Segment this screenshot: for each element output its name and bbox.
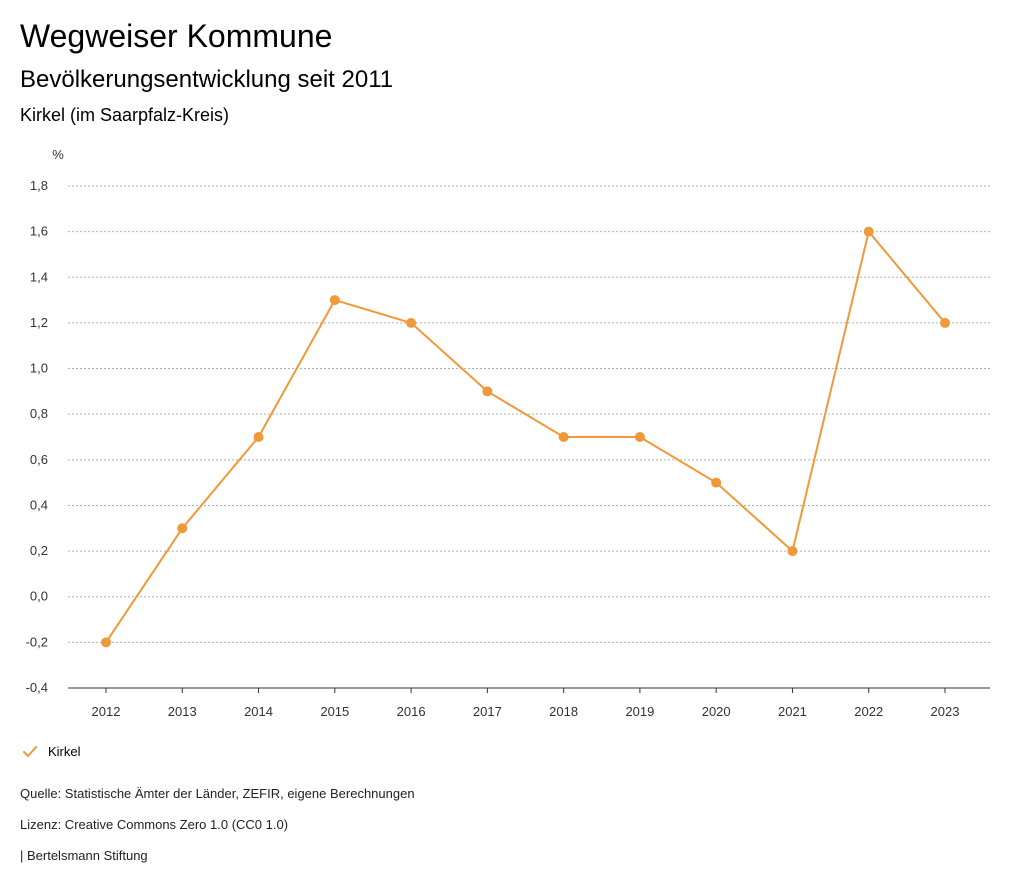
x-tick-label: 2022	[854, 704, 883, 719]
x-tick-label: 2013	[168, 704, 197, 719]
y-tick-label: -0,4	[26, 680, 48, 695]
line-chart: % -0,4 -0,2 0,0 0,2 0,4 0,6 0,8 1,0 1,2 1,4 1,6 1,8 2…	[26, 147, 990, 719]
y-tick-label: 0,2	[30, 543, 48, 558]
x-tick-label: 2021	[778, 704, 807, 719]
data-point	[482, 386, 493, 397]
y-axis-unit: %	[52, 147, 64, 162]
publisher-note: | Bertelsmann Stiftung	[20, 848, 148, 863]
x-tick-label: 2014	[244, 704, 273, 719]
legend-label: Kirkel	[48, 744, 81, 759]
data-point	[787, 546, 798, 557]
data-point	[863, 226, 874, 237]
chart-subtitle: Bevölkerungsentwicklung seit 2011	[20, 66, 394, 93]
x-tick-label: 2015	[320, 704, 349, 719]
data-point	[406, 317, 417, 328]
y-tick-label: 0,4	[30, 497, 48, 512]
y-tick-label: 1,8	[30, 178, 48, 193]
y-tick-label: -0,2	[26, 634, 48, 649]
y-tick-label: 0,6	[30, 452, 48, 467]
y-tick-label: 1,4	[30, 269, 48, 284]
legend[interactable]: Kirkel	[22, 744, 81, 759]
y-tick-label: 1,6	[30, 224, 48, 239]
data-point	[329, 295, 340, 306]
data-point	[253, 432, 264, 442]
x-tick-label: 2016	[397, 704, 426, 719]
source-note: Quelle: Statistische Ämter der Länder, Z…	[20, 786, 415, 801]
license-note: Lizenz: Creative Commons Zero 1.0 (CC0 1…	[20, 817, 289, 832]
region-label: Kirkel (im Saarpfalz-Kreis)	[20, 105, 230, 125]
page-title: Wegweiser Kommune	[20, 18, 333, 54]
data-point	[711, 477, 722, 488]
y-tick-label: 0,8	[30, 406, 48, 421]
y-tick-label: 1,2	[30, 315, 48, 330]
data-point	[101, 637, 111, 648]
data-point	[177, 523, 188, 534]
y-tick-label: 1,0	[30, 361, 48, 376]
x-tick-label: 2023	[931, 704, 960, 719]
x-tick-label: 2012	[92, 704, 121, 719]
x-tick-label: 2018	[549, 704, 578, 719]
y-tick-label: 0,0	[30, 589, 48, 604]
series-line	[105, 230, 946, 643]
check-mark-icon	[23, 745, 37, 757]
data-point	[558, 432, 569, 442]
x-tick-label: 2017	[473, 704, 502, 719]
data-point	[940, 317, 950, 328]
x-tick-label: 2019	[625, 704, 654, 719]
data-point	[634, 432, 645, 442]
x-tick-label: 2020	[702, 704, 731, 719]
